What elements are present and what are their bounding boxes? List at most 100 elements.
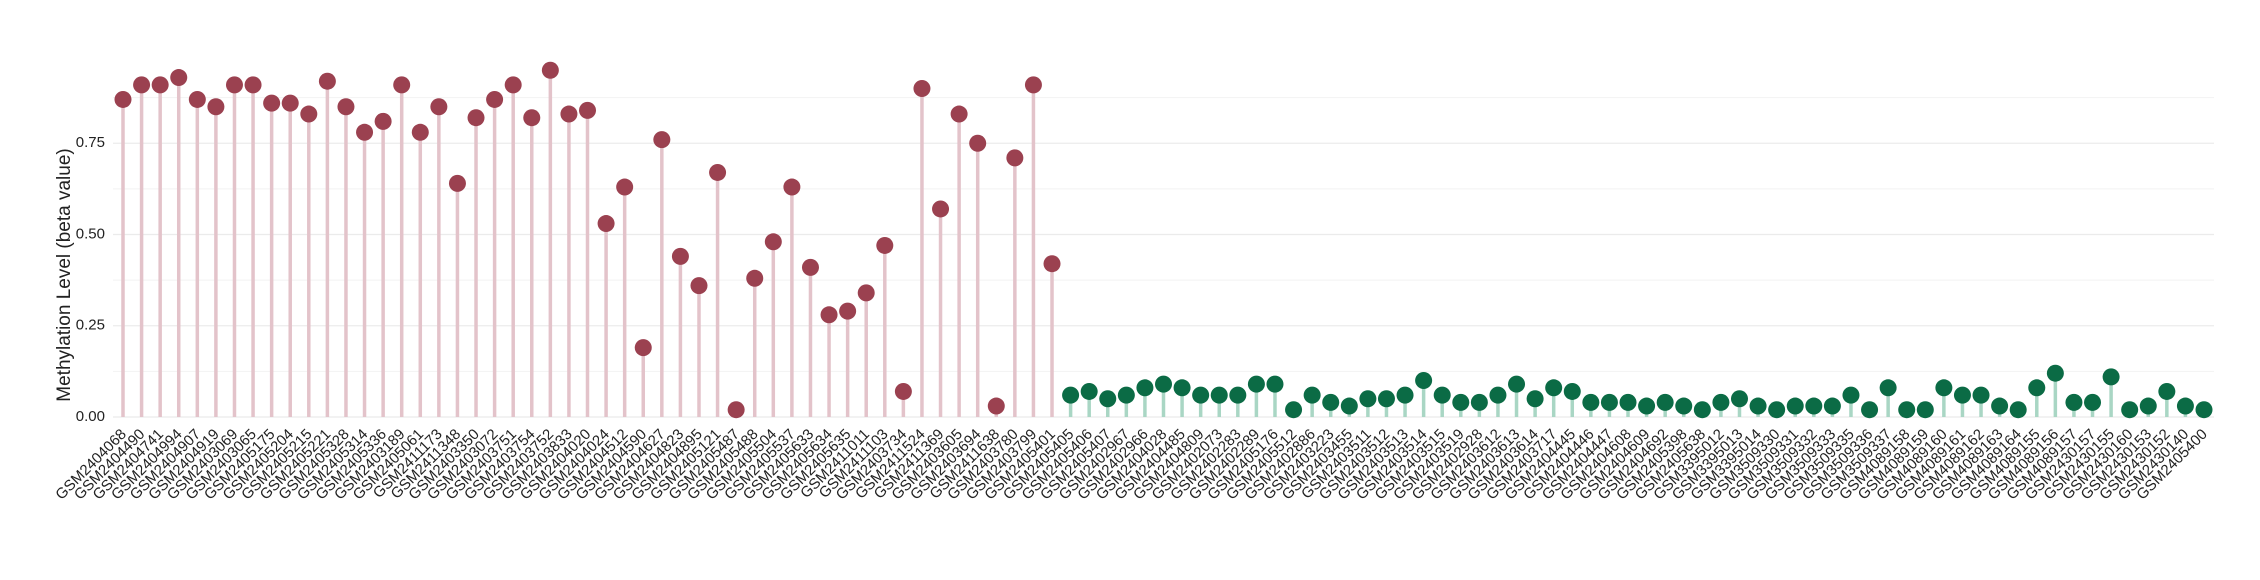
dot xyxy=(281,94,299,112)
y-tick-label: 0.00 xyxy=(76,408,105,425)
dot xyxy=(987,397,1005,415)
dot xyxy=(579,101,597,119)
dot xyxy=(801,258,819,276)
dot xyxy=(337,98,355,116)
dot xyxy=(857,284,875,302)
dot xyxy=(1953,386,1971,404)
dot xyxy=(151,76,169,94)
dot xyxy=(114,90,132,108)
dot xyxy=(1396,386,1414,404)
dot xyxy=(653,131,671,149)
dot xyxy=(1638,397,1656,415)
dot xyxy=(1991,397,2009,415)
y-tick-label: 0.75 xyxy=(76,134,105,151)
dot xyxy=(634,339,652,357)
dot xyxy=(2084,393,2102,411)
dot xyxy=(2158,382,2176,400)
dot xyxy=(1879,379,1897,397)
dot xyxy=(1062,386,1080,404)
dot xyxy=(523,109,541,127)
dot xyxy=(1582,393,1600,411)
dot xyxy=(1043,255,1061,273)
dot xyxy=(1563,382,1581,400)
dot xyxy=(1210,386,1228,404)
dot xyxy=(504,76,522,94)
y-tick-label: 0.25 xyxy=(76,317,105,334)
dot xyxy=(597,215,615,233)
dot xyxy=(1898,401,1916,419)
dot xyxy=(1805,397,1823,415)
dot xyxy=(2046,364,2064,382)
dot xyxy=(1173,379,1191,397)
dot xyxy=(1155,375,1172,393)
dot xyxy=(1526,390,1544,408)
dot xyxy=(2065,393,2083,411)
dot xyxy=(300,105,318,123)
dot xyxy=(541,61,559,79)
dot xyxy=(1656,393,1674,411)
dot xyxy=(1229,386,1247,404)
dot xyxy=(1024,76,1042,94)
dot xyxy=(2028,379,2046,397)
dot xyxy=(1303,386,1321,404)
dot xyxy=(486,90,504,108)
dot xyxy=(1377,390,1395,408)
dot xyxy=(207,98,225,116)
y-tick-label: 0.50 xyxy=(76,225,105,242)
dot xyxy=(1099,390,1117,408)
dot xyxy=(263,94,281,112)
dot xyxy=(448,174,466,192)
dot xyxy=(1470,393,1488,411)
dot xyxy=(1080,382,1098,400)
dot xyxy=(1359,390,1377,408)
dot xyxy=(1730,390,1748,408)
dot xyxy=(1768,401,1786,419)
dot xyxy=(932,200,950,218)
dot xyxy=(1322,393,1340,411)
dot xyxy=(1266,375,1284,393)
dot xyxy=(393,76,411,94)
dot xyxy=(1749,397,1767,415)
dot xyxy=(430,98,448,116)
dot xyxy=(374,112,392,130)
dot xyxy=(560,105,578,123)
dot xyxy=(2176,397,2194,415)
dot xyxy=(746,269,764,287)
dot xyxy=(1786,397,1804,415)
dot xyxy=(225,76,243,94)
dot xyxy=(839,302,857,320)
dot xyxy=(1285,401,1303,419)
dot xyxy=(1675,397,1693,415)
dot xyxy=(467,109,485,127)
dot xyxy=(1935,379,1953,397)
dot xyxy=(950,105,968,123)
dot xyxy=(1861,401,1879,419)
dot xyxy=(1006,149,1024,167)
dot xyxy=(2009,401,2027,419)
y-axis-label: Methylation Level (beta value) xyxy=(54,148,75,401)
dot xyxy=(820,306,838,324)
dot xyxy=(170,69,188,87)
dot xyxy=(783,178,801,196)
dot xyxy=(913,80,931,97)
dot xyxy=(1916,401,1934,419)
dot xyxy=(2121,401,2139,419)
dot xyxy=(1247,375,1265,393)
dot xyxy=(411,123,429,141)
dot xyxy=(1972,386,1990,404)
dot xyxy=(709,163,727,181)
dot xyxy=(1117,386,1135,404)
dot xyxy=(1545,379,1563,397)
dot xyxy=(876,236,894,254)
dot xyxy=(671,247,689,265)
dot xyxy=(318,72,336,90)
dot xyxy=(1508,375,1526,393)
dot xyxy=(727,401,745,419)
dot xyxy=(244,76,262,94)
dot xyxy=(894,382,912,400)
dot xyxy=(616,178,634,196)
dot xyxy=(2139,397,2157,415)
dot xyxy=(1433,386,1451,404)
dot xyxy=(1842,386,1860,404)
